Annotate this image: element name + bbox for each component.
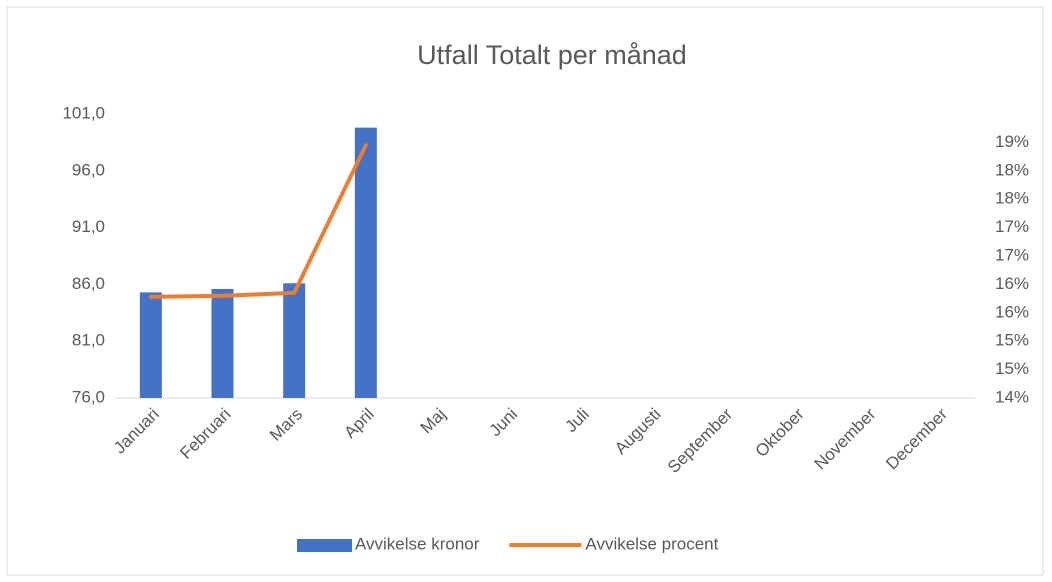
bar	[139, 292, 162, 398]
line	[148, 143, 368, 299]
y-tick-label: 96,0	[72, 160, 105, 179]
bar	[211, 288, 234, 398]
y2-tick-label: 15%	[995, 359, 1029, 378]
y-tick-label: 86,0	[72, 274, 105, 293]
y2-tick-label: 17%	[995, 217, 1029, 236]
legend-swatch	[297, 539, 352, 552]
y2-tick-label: 15%	[995, 331, 1029, 350]
y-tick-label: 76,0	[72, 387, 105, 406]
legend-label: Avvikelse kronor	[355, 534, 480, 553]
y-tick-label: 91,0	[72, 217, 105, 236]
y2-tick-label: 17%	[995, 245, 1029, 264]
legend-label: Avvikelse procent	[585, 534, 718, 553]
chart-border	[6, 6, 1044, 576]
y2-tick-label: 19%	[995, 132, 1029, 151]
y2-tick-label: 16%	[995, 302, 1029, 321]
y-tick-label: 81,0	[72, 331, 105, 350]
chart-title: Utfall Totalt per månad	[417, 40, 687, 70]
y2-tick-label: 18%	[995, 189, 1029, 208]
y2-tick-label: 16%	[995, 274, 1029, 293]
y2-tick-label: 14%	[995, 387, 1029, 406]
bar	[354, 127, 377, 398]
y2-tick-label: 18%	[995, 160, 1029, 179]
bar	[283, 283, 306, 398]
y-tick-label: 101,0	[62, 103, 105, 122]
